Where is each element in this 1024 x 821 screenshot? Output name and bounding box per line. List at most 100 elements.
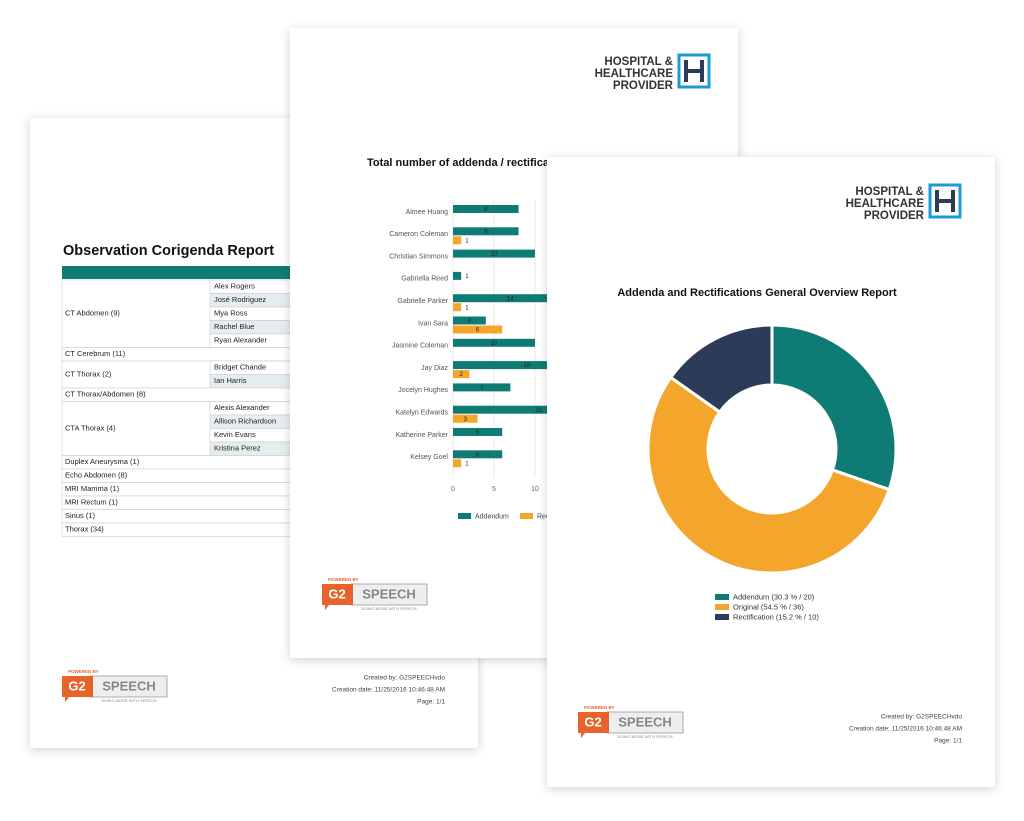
legend-swatch	[458, 513, 471, 519]
donut-segment	[646, 375, 892, 575]
bar	[453, 303, 462, 312]
bar-value: 14	[507, 296, 514, 302]
bar-value: 2	[460, 372, 464, 378]
group-label: CT Thorax/Abdomen (8)	[65, 390, 146, 399]
legend-label: Addendum	[475, 513, 509, 520]
logo-speech: SPEECH	[362, 586, 415, 601]
legend-swatch	[520, 513, 533, 519]
group-cell	[61, 509, 303, 524]
donut-segment	[668, 323, 774, 415]
chart-title: Addenda and Rectifications General Overv…	[617, 287, 897, 299]
bar-value: 1	[465, 461, 469, 467]
legend-swatch	[715, 594, 729, 600]
bar	[453, 236, 462, 245]
bar-value: 18	[523, 363, 530, 369]
bar	[453, 227, 519, 236]
category-label: Jocelyn Hughes	[398, 387, 448, 394]
category-label: Katelyn Edwards	[395, 410, 448, 417]
legend-label: Rectification (15.2 % / 10)	[733, 612, 819, 621]
group-label: MRI Mamma (1)	[65, 484, 120, 493]
group-label: Sinus (1)	[65, 511, 96, 520]
bar-value: 7	[480, 385, 484, 391]
logo-tagline: DOING MORE WITH SPEECH	[101, 698, 156, 703]
member-name: Kevin Evans	[214, 430, 256, 439]
group-label: Duplex Aneurysma (1)	[65, 457, 140, 466]
logo-text: HOSPITAL &	[604, 56, 673, 68]
footer-text: Created by: G2SPEECHvdo	[881, 714, 963, 721]
bar-value: 1	[465, 274, 469, 280]
group-label: MRI Rectum (1)	[65, 498, 118, 507]
category-label: Jay Diaz	[421, 365, 448, 372]
category-label: Katherine Parker	[395, 432, 448, 439]
category-label: Gabriella Reed	[401, 276, 448, 283]
bar	[453, 325, 503, 334]
member-name: Alex Rogers	[214, 282, 255, 291]
logo-powered: POWERED BY	[584, 705, 615, 710]
category-label: Gabrielle Parker	[397, 298, 448, 305]
category-label: Kelsey Goel	[410, 454, 448, 461]
logo-tagline: DOING MORE WITH SPEECH	[617, 734, 672, 739]
member-name: Kristina Perez	[214, 444, 261, 453]
category-label: Jasmine Coleman	[392, 343, 448, 350]
logo-g2: G2	[328, 586, 345, 601]
bar-value: 21	[536, 408, 543, 414]
logo-tagline: DOING MORE WITH SPEECH	[361, 606, 416, 611]
bar-value: 1	[465, 238, 469, 244]
member-name: Bridget Chande	[214, 363, 266, 372]
x-tick-label: 0	[451, 486, 455, 493]
logo-text: HEALTHCARE	[846, 198, 925, 210]
x-tick-label: 10	[531, 486, 539, 493]
logo-g2: G2	[584, 714, 601, 729]
legend-label: Addendum (30.3 % / 20)	[733, 592, 815, 601]
legend-swatch	[715, 614, 729, 620]
bar-value: 1	[465, 305, 469, 311]
footer-text: Creation date: 11/25/2016 10:46:48 AM	[849, 726, 962, 733]
bar	[453, 294, 568, 303]
group-label: CTA Thorax (4)	[65, 423, 116, 432]
category-label: Aimee Huang	[406, 209, 449, 216]
footer-text: Created by: G2SPEECHvdo	[364, 675, 446, 682]
logo-icon-h	[684, 60, 704, 82]
bar	[453, 450, 503, 459]
category-label: Cameron Coleman	[389, 231, 448, 238]
bar-value: 6	[476, 328, 480, 334]
g2speech-logo: POWERED BY G2 SPEECH DOING MORE WITH SPEECH	[62, 669, 168, 703]
bar-value: 10	[491, 252, 498, 258]
logo-text: PROVIDER	[864, 210, 925, 222]
chart-title: Total number of addenda / rectifica	[367, 157, 550, 169]
donut-segment	[770, 323, 898, 492]
bar-value: 4	[468, 319, 472, 325]
logo-powered: POWERED BY	[328, 577, 359, 582]
report-title: Observation Corigenda Report	[63, 243, 274, 259]
logo-powered: POWERED BY	[68, 669, 99, 674]
footer-text: Page: 1/1	[417, 699, 445, 706]
g2speech-logo: POWERED BY G2 SPEECH DOING MORE WITH SPEECH	[322, 577, 428, 611]
bar	[453, 370, 470, 379]
table-header	[62, 266, 302, 279]
logo-text: HEALTHCARE	[595, 68, 674, 80]
logo-text: PROVIDER	[613, 80, 674, 92]
group-label: Echo Abdomen (8)	[65, 471, 128, 480]
bar-value: 6	[476, 430, 480, 436]
bar	[453, 414, 478, 423]
legend-swatch	[715, 604, 729, 610]
category-label: Christian Simmons	[389, 253, 448, 260]
bar	[453, 383, 511, 392]
group-label: CT Thorax (2)	[65, 369, 112, 378]
logo-text: HOSPITAL &	[855, 186, 924, 198]
bar-value: 6	[476, 452, 480, 458]
footer-text: Page: 1/1	[934, 738, 962, 745]
logo-bubble	[322, 584, 353, 610]
legend-label: Original (54.5 % / 36)	[733, 602, 804, 611]
bar	[453, 249, 535, 258]
logo-speech: SPEECH	[102, 678, 155, 693]
logo-speech: SPEECH	[618, 714, 671, 729]
member-name: Ian Harris	[214, 376, 247, 385]
logo-bubble	[62, 676, 93, 702]
logo-bubble	[578, 712, 609, 738]
bar	[453, 361, 601, 370]
group-label: CT Cerebrum (11)	[65, 349, 126, 358]
